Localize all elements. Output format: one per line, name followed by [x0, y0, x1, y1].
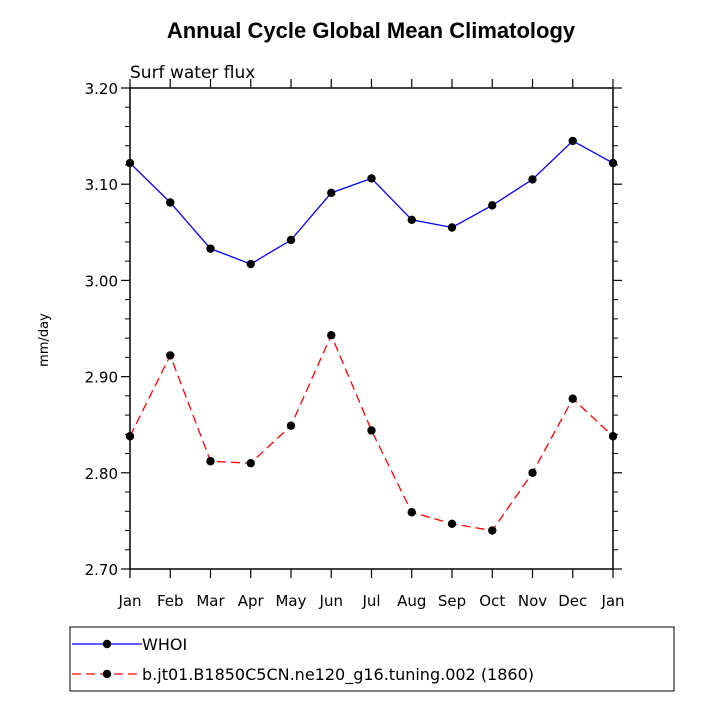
series-1-point [488, 201, 497, 210]
series-1-point [608, 158, 618, 168]
series-1-point [166, 198, 175, 207]
x-tick-label: Nov [518, 592, 547, 610]
x-tick-label: Jul [361, 592, 380, 610]
series-1-point [125, 158, 135, 168]
x-tick-label: Aug [397, 592, 426, 610]
x-tick-label: May [275, 592, 306, 610]
legend-marker-1 [102, 639, 112, 649]
series-1-point [367, 174, 376, 183]
series-2-point [528, 468, 537, 477]
x-tick-label: Sep [438, 592, 466, 610]
series-2-point [488, 526, 497, 535]
legend-label-1: WHOI [142, 635, 187, 654]
y-tick-label: 2.80 [85, 465, 118, 483]
series-1-point [568, 136, 577, 146]
series-1-point [528, 175, 537, 184]
chart-subtitle: Surf water flux [130, 63, 255, 83]
y-tick-label: 3.20 [85, 80, 118, 98]
y-tick-label: 3.10 [85, 176, 118, 194]
series-line-1 [129, 140, 614, 265]
x-tick-label: Feb [157, 592, 184, 610]
series-2-point [206, 457, 215, 466]
series-2-point [327, 331, 336, 340]
axes: 2.70 2.80 2.90 3.00 3.10 3.20 Jan Feb Mar Apr May J… [85, 79, 625, 610]
series-2-point [125, 432, 135, 441]
y-axis-label: mm/day [37, 313, 52, 367]
series-1-point [447, 223, 457, 232]
series-1-point [327, 188, 336, 198]
x-tick-label: Jan [117, 592, 141, 610]
series-2-point [286, 421, 296, 430]
x-tick-label: Apr [238, 592, 265, 610]
y-tick-label: 2.70 [85, 561, 118, 579]
series-2-point [568, 394, 577, 403]
series-layer [125, 136, 618, 535]
series-1-point [206, 244, 215, 253]
x-tick-label: Jun [319, 592, 343, 610]
x-tick-label: Oct [479, 592, 505, 610]
series-2-point [407, 508, 416, 517]
x-tick-label: Dec [558, 592, 587, 610]
x-tick-label: Mar [196, 592, 225, 610]
series-1-point [286, 235, 296, 245]
legend-marker-2 [102, 669, 112, 679]
y-tick-label: 2.90 [85, 369, 118, 387]
plot-frame [129, 87, 614, 570]
series-2-point [367, 426, 376, 435]
series-1-point [246, 259, 255, 269]
legend: WHOI b.jt01.B1850C5CN.ne120_g16.tuning.00… [72, 635, 534, 685]
y-tick-label: 3.00 [85, 272, 118, 290]
legend-box [69, 626, 675, 692]
series-2-point [608, 432, 618, 441]
series-2-point [246, 458, 255, 468]
series-2-point [166, 351, 175, 360]
x-tick-label: Jan [600, 592, 624, 610]
legend-label-2: b.jt01.B1850C5CN.ne120_g16.tuning.002 (1… [142, 665, 534, 685]
series-1-point [407, 215, 416, 224]
chart-title: Annual Cycle Global Mean Climatology [167, 18, 576, 43]
series-2-point [447, 519, 457, 528]
